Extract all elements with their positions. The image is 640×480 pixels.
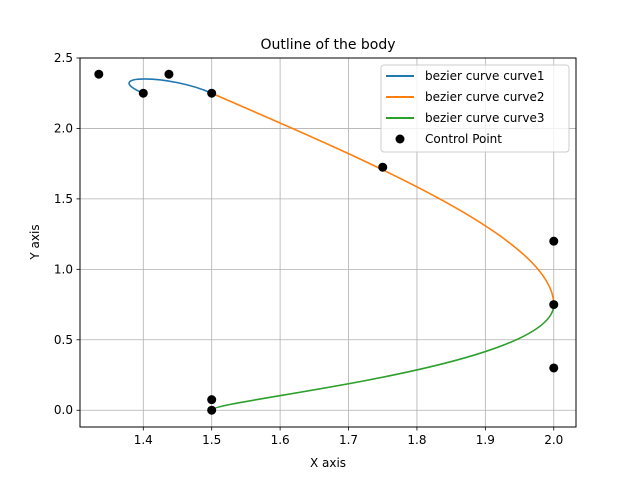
y-tick-label: 1.5: [54, 192, 73, 206]
y-tick-label: 0.5: [54, 333, 73, 347]
bezier-curve-2: [211, 92, 555, 305]
plot-frame: [79, 57, 577, 428]
control-point: [207, 405, 217, 415]
x-tick-label: 1.9: [476, 433, 495, 447]
control-point: [549, 300, 559, 310]
y-tick-label: 0.0: [54, 403, 73, 417]
legend-label-control-point: Control Point: [425, 132, 502, 146]
y-tick-label: 2.5: [54, 51, 73, 65]
control-point: [549, 363, 559, 373]
x-ticks: 1.4 1.5 1.6 1.7 1.8 1.9 2.0: [134, 427, 563, 447]
x-tick-label: 1.5: [202, 433, 221, 447]
bezier-curve-1: [128, 78, 213, 94]
control-points: [94, 69, 559, 415]
legend-label-curve1: bezier curve curve1: [425, 69, 544, 83]
x-tick-label: 1.8: [407, 433, 426, 447]
y-tick-label: 1.0: [54, 262, 73, 276]
legend-label-curve3: bezier curve curve3: [425, 111, 544, 125]
legend-label-curve2: bezier curve curve2: [425, 90, 544, 104]
y-ticks: 0.0 0.5 1.0 1.5 2.0 2.5: [54, 51, 80, 417]
x-tick-label: 1.4: [134, 433, 153, 447]
curves: [128, 78, 555, 412]
chart-title: Outline of the body: [260, 37, 395, 53]
x-tick-label: 2.0: [544, 433, 563, 447]
legend-box: [380, 64, 570, 153]
x-axis-label: X axis: [310, 456, 346, 470]
y-tick-label: 2.0: [54, 121, 73, 135]
x-tick-label: 1.6: [271, 433, 290, 447]
control-point: [549, 236, 559, 246]
y-axis-label: Y axis: [28, 224, 42, 260]
x-tick-label: 1.7: [339, 433, 358, 447]
control-point: [138, 88, 148, 98]
control-point: [207, 395, 217, 405]
legend: bezier curve curve1 bezier curve curve2 …: [380, 64, 570, 153]
control-point: [94, 69, 104, 79]
grid: [80, 57, 576, 427]
control-point: [378, 162, 388, 172]
bezier-curve-3: [210, 304, 555, 412]
legend-marker-control-point: [395, 134, 405, 144]
control-point: [207, 88, 217, 98]
control-point: [164, 69, 174, 79]
